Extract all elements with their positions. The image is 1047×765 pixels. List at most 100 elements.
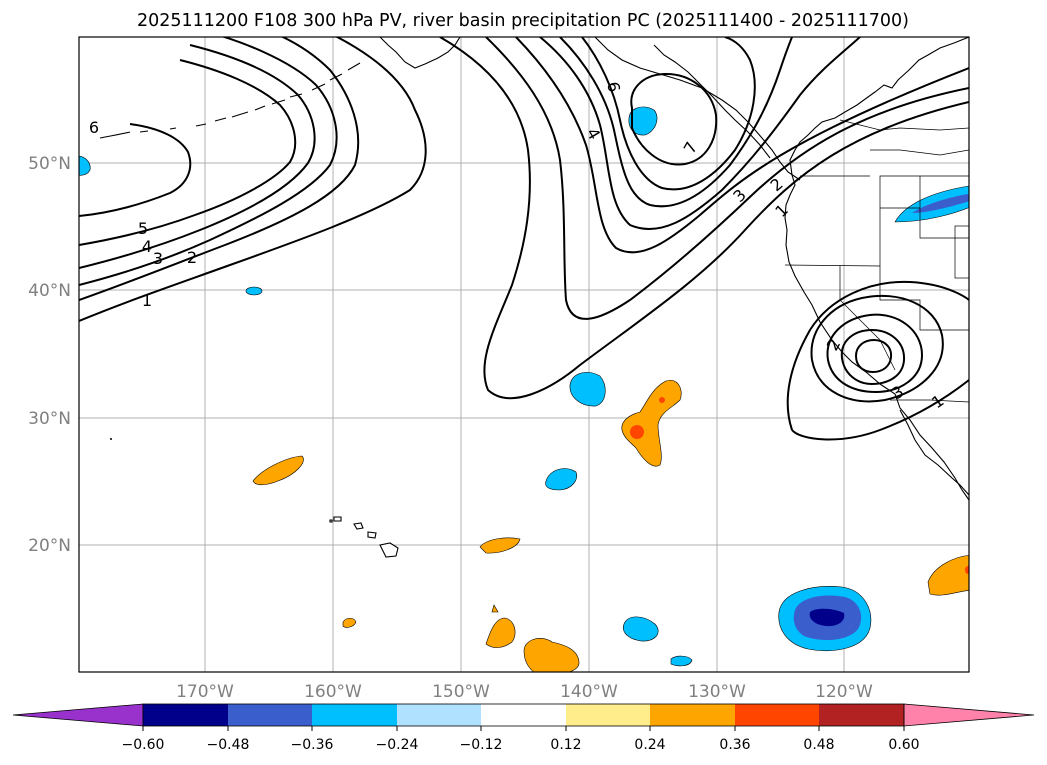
colorbar-bin	[735, 704, 819, 726]
colorbar-tick-label: −0.48	[207, 737, 250, 753]
latitude-labels: 50°N 40°N 30°N 20°N	[28, 154, 71, 556]
pv-contour-4-central	[539, 37, 861, 230]
lon-label: 140°W	[560, 682, 618, 702]
precip-negative-area	[623, 616, 659, 642]
precip-positive-area	[342, 617, 357, 628]
colorbar-tick-labels: −0.60 −0.48 −0.36 −0.24 −0.12 0.12 0.24 …	[122, 737, 920, 753]
pv-contour-4-west	[79, 44, 316, 269]
precip-positive-area	[479, 537, 521, 554]
alaska-islands-coastline	[653, 44, 771, 159]
small-island	[110, 438, 112, 440]
precip-positive-area	[965, 566, 969, 574]
precip-negative-area	[670, 655, 693, 667]
pv-contour-1-central	[439, 37, 969, 400]
precip-positive-area	[252, 455, 304, 486]
pv-contour-3-west	[79, 37, 338, 286]
colorbar-tick-label: 0.60	[888, 737, 919, 753]
lon-label: 160°W	[304, 682, 362, 702]
hawaii-island	[329, 519, 333, 523]
lon-label: 130°W	[688, 682, 746, 702]
pv-contour-3-east	[826, 313, 924, 394]
colorbar-bin	[650, 704, 735, 726]
precip-negative-area	[245, 286, 263, 296]
contour-label: 5	[138, 219, 148, 238]
contour-label: 4	[142, 237, 152, 256]
colorbar-bin	[312, 704, 397, 726]
lat-label: 50°N	[28, 154, 71, 174]
baja-california-coastline	[899, 409, 969, 496]
precip-positive-area	[523, 638, 580, 672]
colorbar-tick-label: 0.36	[719, 737, 750, 753]
map-title: 2025111200 F108 300 hPa PV, river basin …	[137, 11, 909, 31]
pv-contour-6-central	[581, 37, 756, 191]
pv-contour-5-east	[854, 338, 893, 374]
precip-positive-area	[659, 397, 665, 403]
contour-label: 6	[89, 118, 99, 137]
colorbar-bin	[481, 704, 566, 726]
hawaii-island	[367, 531, 377, 539]
lon-label: 120°W	[815, 682, 873, 702]
pv-contour-6-west	[79, 123, 192, 217]
north-america-coastline	[784, 37, 969, 501]
mexico-border	[890, 399, 969, 403]
contour-label: 1	[142, 291, 152, 310]
colorbar-tick-label: −0.12	[460, 737, 503, 753]
colorbar-frame	[142, 703, 905, 727]
precip-positive-area	[630, 425, 644, 439]
precip-positive-area	[621, 379, 682, 467]
us-state-borders	[784, 175, 969, 267]
lat-label: 20°N	[28, 536, 71, 556]
lat-label: 30°N	[28, 409, 71, 429]
pv-contour-7-central	[630, 72, 718, 166]
longitude-labels: 170°W 160°W 150°W 140°W 130°W 120°W	[176, 682, 873, 702]
colorbar-ticks	[142, 726, 905, 731]
precip-shading	[79, 106, 969, 672]
colorbar-bin	[566, 704, 650, 726]
us-state-borders	[839, 176, 969, 371]
pv-contour-2-west	[79, 37, 360, 301]
precip-negative-area	[809, 608, 845, 627]
pv-contour-1-east-lower	[791, 379, 969, 441]
pv-contour-2-central	[485, 37, 969, 320]
contour-label: 3	[153, 249, 163, 268]
pv-contour-4-east	[840, 328, 906, 386]
colorbar-bin	[819, 704, 904, 726]
precip-positive-area	[491, 604, 499, 613]
lon-label: 150°W	[432, 682, 490, 702]
colorbar-tick-label: 0.12	[550, 737, 581, 753]
pv-contour-1-west	[79, 37, 427, 322]
colorbar-bin	[143, 704, 228, 726]
colorbar-bin	[397, 704, 481, 726]
pv-contour-2-east	[810, 294, 944, 403]
colorbar-tick-label: 0.24	[634, 737, 665, 753]
alaska-peninsula-coastline	[379, 37, 461, 69]
precip-negative-area	[912, 194, 969, 213]
colorbar-bin	[228, 704, 312, 726]
colorbar-tick-label: −0.60	[122, 737, 165, 753]
hawaii-big-island	[379, 542, 399, 558]
pv-contour-1-east	[786, 280, 969, 431]
colorbar-tick-label: 0.48	[803, 737, 834, 753]
precip-positive-area	[927, 555, 969, 596]
precip-negative-area	[545, 468, 577, 491]
contour-label: 2	[187, 248, 197, 267]
hawaii-island	[353, 522, 364, 530]
map-frame	[78, 36, 970, 673]
pv-contour-5-west	[79, 59, 297, 246]
coastlines	[99, 37, 969, 558]
precip-positive-area	[485, 617, 516, 648]
lon-label: 170°W	[176, 682, 234, 702]
colorbar-tick-label: −0.24	[376, 737, 419, 753]
pv-contour-3-central	[515, 37, 969, 254]
pv-contour-5-central	[559, 37, 793, 208]
precip-negative-area	[569, 372, 606, 407]
colorbar-arrow-left	[12, 703, 144, 727]
colorbar-tick-label: −0.36	[291, 737, 334, 753]
hawaii-island	[333, 516, 342, 522]
pv-contours	[79, 37, 969, 441]
state-outline	[954, 225, 969, 279]
colorbar-arrow-right	[903, 703, 1035, 727]
contour-label: 6	[603, 80, 623, 93]
colorbar: −0.60 −0.48 −0.36 −0.24 −0.12 0.12 0.24 …	[12, 703, 1035, 753]
